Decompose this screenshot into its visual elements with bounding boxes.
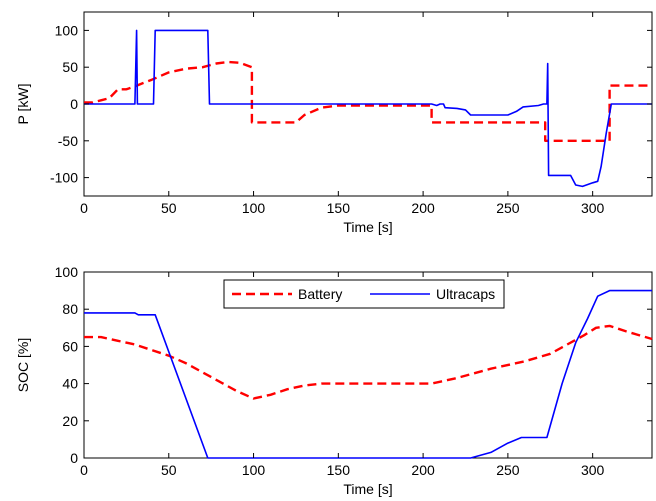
soc-series-ultracaps-line	[84, 289, 652, 459]
soc-series-battery-line	[84, 324, 653, 400]
power-x-tick-label: 100	[242, 200, 266, 216]
power-x-tick-label: 250	[496, 200, 520, 216]
soc-x-tick-label: 50	[161, 462, 177, 478]
soc-x-axis-label: Time [s]	[343, 481, 392, 497]
power-y-tick-label: 50	[62, 59, 78, 75]
power-x-tick-label: 150	[327, 200, 351, 216]
power-x-axis-label: Time [s]	[343, 219, 392, 235]
soc-legend: Battery Ultracaps	[223, 279, 505, 309]
soc-x-tick-label: 0	[80, 462, 88, 478]
power-y-tick-label: -50	[58, 133, 78, 149]
soc-x-tick-label: 100	[242, 462, 266, 478]
power-x-tick-label: 300	[581, 200, 605, 216]
power-chart: 0 50 100 150 200 250 300 -100 -50 0 50 100 Time [s]…	[15, 11, 653, 235]
legend-box	[223, 279, 505, 309]
soc-y-axis-label: SOC [%]	[15, 338, 31, 392]
soc-y-tick-label: 0	[70, 450, 78, 466]
soc-x-tick-label: 300	[581, 462, 605, 478]
power-y-axis-label: P [kW]	[15, 84, 31, 125]
soc-x-tick-label: 200	[411, 462, 435, 478]
power-y-tick-label: 0	[70, 96, 78, 112]
legend-label-ultracaps: Ultracaps	[436, 286, 495, 302]
soc-chart: 0 50 100 150 200 250 300 0 20 40 60 80 100 Battery U…	[15, 264, 653, 497]
soc-y-tick-label: 60	[62, 338, 78, 354]
power-x-tick-label: 0	[80, 200, 88, 216]
soc-y-tick-label: 80	[62, 301, 78, 317]
soc-y-tick-label: 40	[62, 376, 78, 392]
soc-x-tick-label: 150	[327, 462, 351, 478]
power-y-tick-label: 100	[55, 22, 79, 38]
soc-y-tick-label: 100	[55, 264, 79, 280]
power-y-tick-label: -100	[50, 170, 78, 186]
power-series-ultracaps-line	[84, 29, 652, 188]
power-x-tick-label: 50	[161, 200, 177, 216]
legend-label-battery: Battery	[298, 286, 342, 302]
power-x-tick-label: 200	[411, 200, 435, 216]
soc-x-tick-label: 250	[496, 462, 520, 478]
soc-y-tick-label: 20	[62, 413, 78, 429]
power-series-battery-line	[84, 60, 652, 142]
